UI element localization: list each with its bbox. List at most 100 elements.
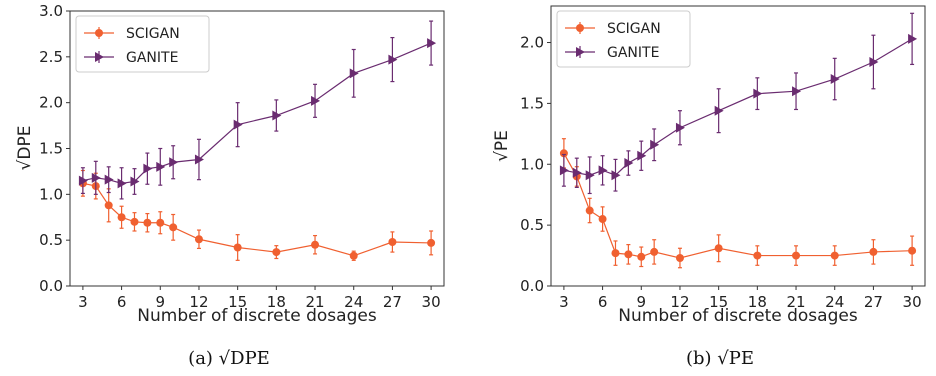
- data-point: [585, 206, 594, 215]
- data-point: [675, 122, 685, 133]
- y-tick-label: 3.0: [39, 2, 63, 20]
- y-tick-label: 2.5: [39, 48, 63, 66]
- data-point: [311, 95, 321, 106]
- x-tick-label: 18: [267, 293, 286, 311]
- x-axis-label: Number of discrete dosages: [618, 306, 858, 326]
- y-ticks: 0.0 0.5 1.0 1.5 2.0 2.5 3.0: [39, 2, 70, 295]
- y-axis-label: √PE: [492, 130, 512, 162]
- data-point: [585, 170, 595, 181]
- y-axis-label: √DPE: [15, 126, 35, 171]
- data-point: [272, 248, 281, 257]
- x-tick-label: 21: [305, 293, 324, 311]
- data-point: [714, 105, 724, 116]
- data-point: [194, 154, 204, 165]
- caption: (b) √PE: [686, 348, 754, 369]
- data-point: [169, 223, 178, 232]
- legend: SCIGAN GANITE: [556, 10, 691, 68]
- data-point: [598, 215, 607, 224]
- legend-label: SCIGAN: [607, 21, 661, 37]
- x-tick-label: 6: [598, 293, 608, 311]
- legend-box: [556, 10, 691, 68]
- data-point: [169, 157, 179, 168]
- y-tick-label: 0.5: [39, 231, 63, 249]
- data-point: [130, 176, 140, 187]
- data-point: [427, 238, 436, 247]
- data-point: [91, 172, 101, 183]
- x-tick-label: 30: [422, 293, 441, 311]
- y-tick-label: 2.0: [39, 94, 63, 112]
- legend-item: GANITE: [84, 50, 178, 66]
- data-point: [559, 165, 569, 176]
- data-point: [388, 238, 397, 246]
- data-point: [143, 163, 153, 174]
- data-point: [598, 165, 608, 176]
- data-point: [611, 170, 621, 181]
- data-point: [714, 244, 723, 253]
- x-tick-label: 30: [903, 293, 922, 311]
- data-point: [104, 174, 114, 185]
- data-point: [624, 158, 634, 169]
- data-point: [869, 57, 879, 67]
- data-point: [427, 38, 437, 49]
- plot-frame: [550, 5, 926, 287]
- data-point: [233, 119, 243, 130]
- x-tick-label: 12: [189, 293, 208, 311]
- legend-marker: [95, 52, 104, 62]
- legend-marker: [95, 29, 103, 37]
- x-ticks: 3 6 9 12 15 18 21 24 27 30: [559, 286, 922, 311]
- x-tick-label: 9: [637, 293, 647, 311]
- data-point: [559, 149, 568, 158]
- x-tick-label: 6: [117, 293, 127, 311]
- chart-panel-pe: 0.0 0.5 1.0 1.5 2.0 3 6 9 12 15 18 21 24 27 30 SCIGAN…: [492, 5, 926, 369]
- x-tick-label: 9: [156, 293, 166, 311]
- data-point: [156, 218, 165, 227]
- data-point: [78, 175, 88, 186]
- data-point: [753, 88, 763, 99]
- data-point: [611, 249, 620, 258]
- chart-panel-dpe: 0.00.51.01.52.02.53.0 3 6 9 12 15 18 21 24 27 30 …: [15, 2, 445, 369]
- data-point: [349, 251, 358, 260]
- series-line: [563, 153, 913, 259]
- series-ganite: [559, 12, 918, 195]
- data-point: [233, 243, 242, 252]
- legend-label: GANITE: [607, 45, 659, 61]
- data-point: [869, 247, 878, 256]
- data-point: [637, 252, 646, 261]
- data-point: [830, 74, 840, 85]
- x-tick-label: 21: [786, 293, 805, 311]
- y-tick-label: 1.0: [520, 155, 544, 173]
- y-tick-label: 1.0: [39, 185, 63, 203]
- data-point: [830, 251, 839, 260]
- x-tick-label: 15: [709, 293, 728, 311]
- data-point: [194, 235, 203, 244]
- data-point: [650, 139, 660, 150]
- x-tick-label: 24: [825, 293, 844, 311]
- data-point: [349, 68, 359, 79]
- y-ticks: 0.0 0.5 1.0 1.5 2.0: [520, 34, 551, 295]
- data-point: [792, 86, 802, 97]
- y-tick-label: 0.5: [520, 216, 544, 234]
- legend-item: SCIGAN: [565, 21, 661, 37]
- x-tick-label: 18: [748, 293, 767, 311]
- x-tick-label: 27: [864, 293, 883, 311]
- series-layer: [78, 20, 437, 261]
- data-point: [117, 213, 126, 222]
- data-point: [104, 201, 113, 210]
- y-tick-label: 0.0: [520, 277, 544, 295]
- y-tick-label: 0.0: [39, 277, 63, 295]
- data-point: [624, 250, 633, 259]
- data-point: [572, 167, 582, 178]
- legend-marker: [576, 24, 584, 32]
- series-ganite: [78, 20, 437, 200]
- y-tick-label: 2.0: [520, 34, 544, 52]
- legend-label: GANITE: [126, 50, 178, 66]
- data-point: [908, 33, 918, 44]
- legend-box: [75, 15, 210, 73]
- data-point: [637, 150, 647, 161]
- data-point: [143, 218, 152, 227]
- x-ticks: 3 6 9 12 15 18 21 24 27 30: [78, 286, 441, 311]
- data-point: [650, 247, 659, 256]
- x-tick-label: 15: [228, 293, 247, 311]
- data-point: [908, 246, 917, 255]
